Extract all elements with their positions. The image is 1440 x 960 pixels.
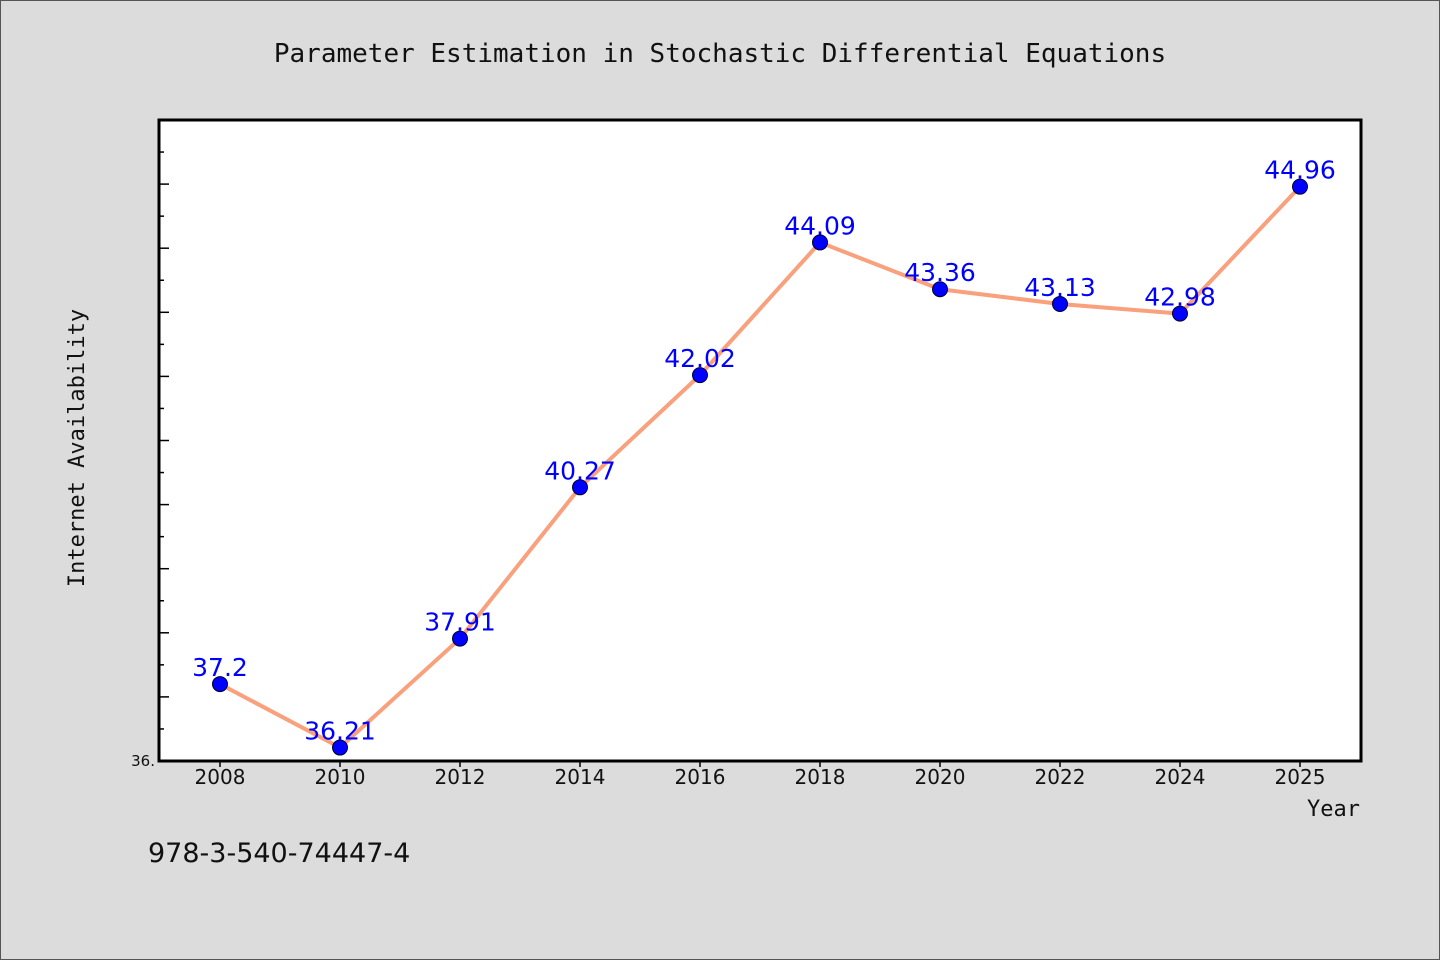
x-tick-label: 2012 (435, 765, 486, 789)
x-tick-label: 2020 (915, 765, 966, 789)
data-label: 42.02 (664, 344, 736, 373)
x-tick-label: 2010 (315, 765, 366, 789)
data-label: 40.27 (544, 456, 616, 485)
data-label: 44.96 (1264, 156, 1336, 185)
x-axis-ticks: 2008 2010 2012 2014 2016 2018 2020 2022 2024 2025 (195, 761, 1326, 789)
data-point (572, 479, 588, 496)
y-axis-label: Internet Availability (65, 309, 90, 587)
x-axis-label: Year (1307, 797, 1360, 822)
y-tick-label-min: 36. (131, 752, 155, 770)
data-label: 36.21 (304, 717, 376, 746)
x-tick-label: 2022 (1035, 765, 1086, 789)
x-tick-label: 2016 (675, 765, 726, 789)
data-point (692, 367, 708, 384)
x-tick-label: 2025 (1275, 765, 1326, 789)
plot-area (157, 118, 1363, 763)
data-point (812, 234, 828, 251)
data-label: 37.2 (192, 653, 248, 682)
data-point (1172, 305, 1188, 322)
data-point (212, 676, 228, 693)
series-layer: 37.2 36.21 37.91 40.27 42.02 44.09 43.36 43.13 4… (192, 156, 1336, 756)
series-line (218, 184, 1302, 750)
data-point (932, 281, 948, 298)
data-label: 44.09 (784, 211, 856, 240)
data-point (1292, 178, 1308, 195)
data-label: 37.91 (424, 608, 496, 637)
x-tick-label: 2024 (1155, 765, 1206, 789)
x-tick-label: 2008 (195, 765, 246, 789)
data-point (452, 630, 468, 647)
data-label: 43.36 (904, 258, 976, 287)
y-axis-ticks (159, 119, 169, 762)
x-tick-label: 2014 (555, 765, 606, 789)
isbn-text: 978-3-540-74447-4 (148, 838, 410, 869)
data-label: 42.98 (1144, 283, 1216, 312)
data-point (1052, 295, 1068, 312)
data-label: 43.13 (1024, 273, 1096, 302)
data-point (332, 739, 348, 756)
chart-title: Parameter Estimation in Stochastic Diffe… (274, 39, 1166, 69)
x-tick-label: 2018 (795, 765, 846, 789)
